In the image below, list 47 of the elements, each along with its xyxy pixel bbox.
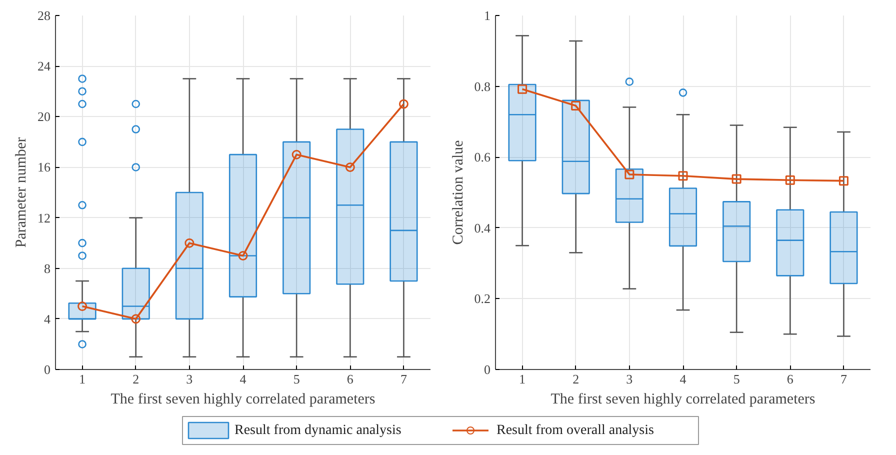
y-tick-label: 0.2 <box>474 291 490 306</box>
point <box>624 170 634 180</box>
y-tick-label: 0.4 <box>474 220 491 236</box>
x-tick-label: 5 <box>733 372 740 386</box>
y-tick-label: 20 <box>38 109 50 124</box>
y-tick-label: 4 <box>44 311 51 326</box>
y-axis-title: Correlation value <box>450 140 466 245</box>
point <box>571 101 581 111</box>
x-tick-label: 4 <box>680 372 687 386</box>
x-tick-label: 3 <box>626 372 633 386</box>
y-tick-label: 12 <box>38 210 50 226</box>
x-axis-title: The first seven highly correlated parameters <box>550 392 816 408</box>
y-axis-title: Parameter number <box>14 137 30 248</box>
point <box>838 176 848 186</box>
x-tick-label: 6 <box>786 372 794 386</box>
y-tick-label: 0 <box>484 362 490 377</box>
point <box>345 162 355 172</box>
point <box>785 175 795 185</box>
y-tick-label: 16 <box>38 160 51 175</box>
x-tick-label: 2 <box>132 372 140 386</box>
y-tick-label: 28 <box>38 8 50 23</box>
point <box>131 314 141 324</box>
point <box>238 250 248 260</box>
y-tick-label: 0.6 <box>474 150 491 165</box>
legend-label: Result from overall analysis <box>496 423 654 438</box>
x-tick-label: 6 <box>346 372 354 386</box>
y-tick-label: 1 <box>484 8 490 23</box>
x-axis-title: The first seven highly correlated parameters <box>110 392 376 408</box>
point <box>678 171 688 181</box>
point <box>398 99 408 109</box>
y-tick-label: 8 <box>44 260 50 276</box>
legend-label: Result from dynamic analysis <box>234 423 402 438</box>
point <box>518 84 528 94</box>
point <box>292 150 302 160</box>
point <box>184 238 194 248</box>
x-tick-label: 1 <box>79 372 86 386</box>
x-tick-label: 7 <box>400 372 408 386</box>
x-tick-label: 5 <box>293 372 300 386</box>
x-tick-label: 1 <box>519 372 526 386</box>
x-tick-label: 4 <box>240 372 247 386</box>
point <box>732 174 742 184</box>
y-tick-label: 24 <box>38 58 51 74</box>
x-tick-label: 7 <box>840 372 848 386</box>
x-tick-label: 3 <box>186 372 193 386</box>
y-tick-label: 0 <box>44 362 50 377</box>
y-tick-label: 0.8 <box>474 78 490 94</box>
x-tick-label: 2 <box>572 372 580 386</box>
